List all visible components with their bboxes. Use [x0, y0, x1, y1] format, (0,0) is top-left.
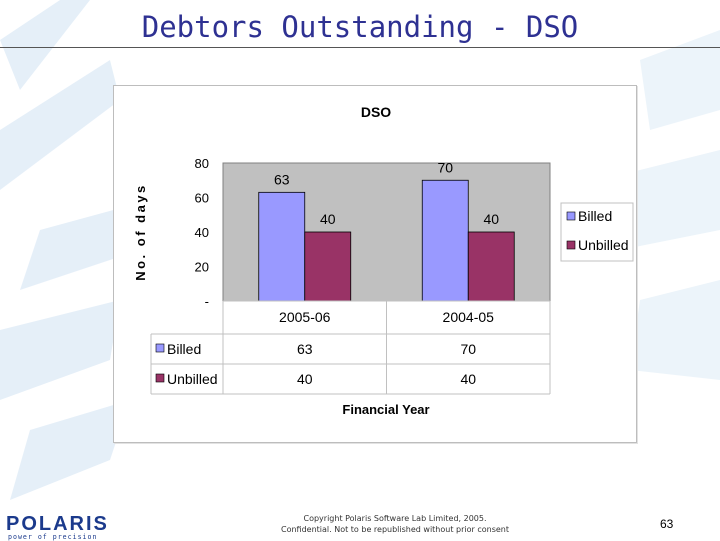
- table-cell: 40: [460, 371, 476, 387]
- page-number: 63: [660, 517, 674, 531]
- y-tick-label: 80: [195, 156, 209, 171]
- bar-data-label: 63: [274, 171, 290, 187]
- table-cell: 70: [460, 341, 476, 357]
- y-tick-label: 20: [195, 260, 209, 275]
- data-table: 2005-06 2004-05 Billed 63 70 Unbilled 40 40: [150, 300, 551, 395]
- table-swatch-unbilled: [155, 373, 165, 383]
- legend-swatch-billed: [566, 211, 576, 221]
- chart-container: DSO - 20 40 60 80 63 40 70 40 No. of days Bille…: [113, 85, 637, 443]
- chart-title: DSO: [361, 104, 391, 120]
- y-tick-label: -: [205, 294, 209, 309]
- x-tick-label: 2005-06: [279, 309, 331, 325]
- table-swatch-billed: [155, 343, 165, 353]
- x-axis-title: Financial Year: [342, 402, 429, 417]
- table-cell: 63: [297, 341, 313, 357]
- y-tick-label: 40: [195, 225, 209, 240]
- table-row-label: Unbilled: [167, 371, 218, 387]
- bar-unbilled-2005-06: [304, 231, 352, 302]
- legend-label-billed: Billed: [578, 208, 612, 224]
- table-row-label: Billed: [167, 341, 201, 357]
- legend: Billed Unbilled: [560, 202, 634, 262]
- copyright-notice: Copyright Polaris Software Lab Limited, …: [270, 513, 520, 535]
- y-axis: - 20 40 60 80: [195, 156, 209, 309]
- title-divider: [0, 47, 720, 48]
- polaris-logo: POLARIS power of precision: [6, 513, 126, 541]
- legend-label-unbilled: Unbilled: [578, 237, 629, 253]
- bars-group: 63 40 70 40: [258, 159, 515, 302]
- slide-title: Debtors Outstanding - DSO: [141, 10, 579, 44]
- bar-data-label: 40: [320, 211, 336, 227]
- bar-data-label: 40: [483, 211, 499, 227]
- copyright-line-1: Copyright Polaris Software Lab Limited, …: [303, 514, 487, 523]
- logo-wordmark: POLARIS: [6, 513, 109, 535]
- legend-swatch-unbilled: [566, 240, 576, 250]
- bar-unbilled-2004-05: [467, 231, 515, 302]
- y-tick-label: 60: [195, 191, 209, 206]
- bar-billed-2005-06: [258, 191, 306, 302]
- table-cell: 40: [297, 371, 313, 387]
- bar-data-label: 70: [437, 159, 453, 175]
- y-axis-title: No. of days: [133, 183, 148, 281]
- logo-tagline: power of precision: [8, 533, 98, 541]
- copyright-line-2: Confidential. Not to be republished with…: [281, 525, 509, 534]
- bar-billed-2004-05: [421, 179, 469, 302]
- x-tick-label: 2004-05: [443, 309, 495, 325]
- dso-chart: DSO - 20 40 60 80 63 40 70 40 No. of days Bille…: [133, 104, 634, 417]
